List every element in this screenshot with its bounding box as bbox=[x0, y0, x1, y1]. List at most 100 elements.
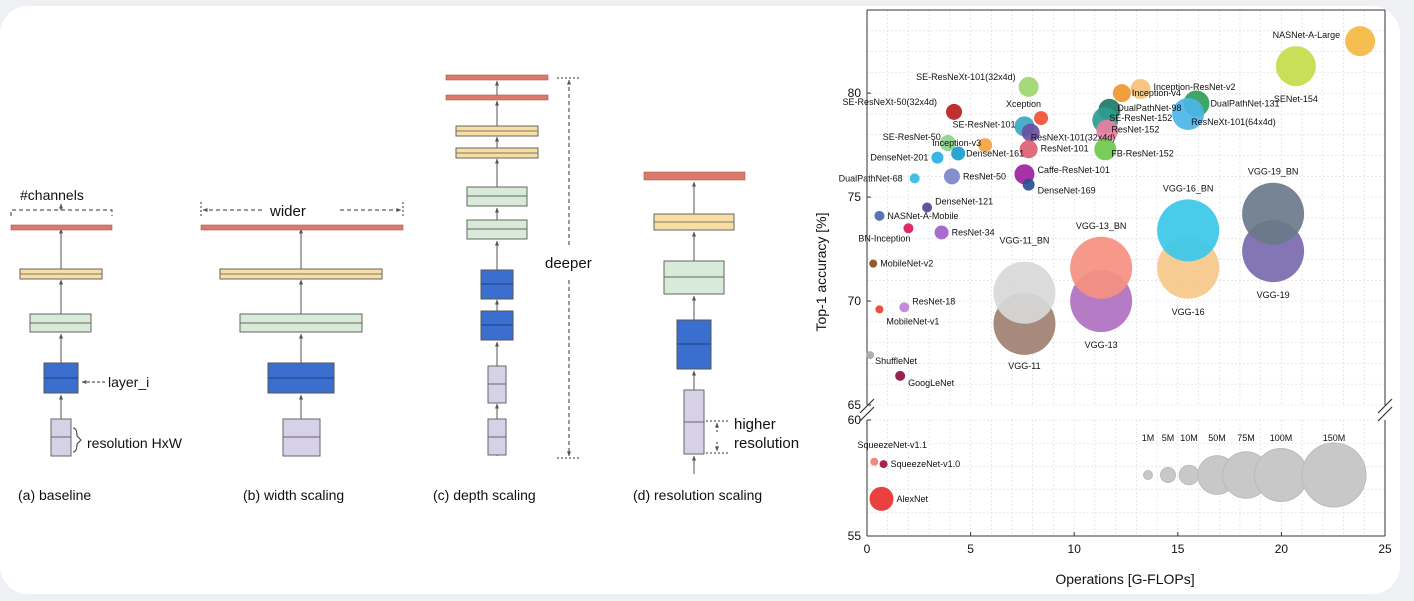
legend-label: 1M bbox=[1142, 433, 1155, 443]
data-label: DualPathNet-131 bbox=[1210, 99, 1279, 109]
data-label: VGG-19 bbox=[1257, 290, 1290, 300]
chart-axes: 0 5 10 15 20 25 65 70 75 80 55 60 bbox=[848, 9, 1393, 556]
data-point bbox=[869, 259, 878, 268]
x-tick-label: 15 bbox=[1171, 542, 1185, 556]
data-point bbox=[875, 305, 884, 314]
higher-resolution-annotation: higher bbox=[734, 416, 776, 433]
data-label: SENet-154 bbox=[1274, 94, 1318, 104]
data-label: MobileNet-v1 bbox=[886, 316, 939, 326]
legend-label: 75M bbox=[1237, 433, 1255, 443]
panel-caption: (d) resolution scaling bbox=[633, 487, 762, 503]
data-label: SE-ResNet-50 bbox=[883, 132, 941, 142]
y-tick-label: 65 bbox=[848, 398, 862, 412]
data-label: SE-ResNet-101 bbox=[952, 119, 1015, 129]
data-point bbox=[1094, 138, 1117, 161]
panel-caption: (c) depth scaling bbox=[433, 487, 536, 503]
head-block bbox=[643, 171, 746, 181]
data-point bbox=[939, 135, 956, 152]
resolution-annotation: resolution HxW bbox=[87, 435, 183, 451]
data-point bbox=[870, 457, 879, 466]
y-axis-label: Top-1 accuracy [%] bbox=[813, 212, 829, 331]
y-tick-label: 80 bbox=[848, 86, 862, 100]
data-point bbox=[1275, 46, 1316, 87]
channels-bracket bbox=[10, 209, 113, 216]
axis-break-mark bbox=[859, 398, 875, 414]
data-labels: NASNet-A-Large SENet-154 SE-ResNeXt-101(32… bbox=[839, 30, 1341, 504]
figure-canvas: #channels layer_i resolution HxW (a) bas… bbox=[10, 9, 1393, 587]
data-label: SE-ResNet-152 bbox=[1109, 113, 1172, 123]
data-label: ResNet-101 bbox=[1041, 143, 1089, 153]
data-label: VGG-13 bbox=[1085, 340, 1118, 350]
data-point bbox=[922, 202, 933, 213]
data-label: DualPathNet-68 bbox=[839, 173, 903, 183]
figure-card: #channels layer_i resolution HxW (a) bas… bbox=[0, 6, 1400, 594]
legend-label: 10M bbox=[1180, 433, 1198, 443]
x-tick-label: 5 bbox=[967, 542, 974, 556]
data-point bbox=[1096, 119, 1119, 142]
data-label: DenseNet-121 bbox=[935, 197, 993, 207]
data-label: VGG-11 bbox=[1008, 361, 1040, 371]
data-label: ResNet-18 bbox=[912, 296, 955, 306]
data-point bbox=[946, 103, 963, 120]
y-tick-label: 60 bbox=[848, 413, 862, 427]
data-point bbox=[951, 146, 966, 161]
data-point bbox=[1172, 97, 1205, 130]
x-tick-label: 25 bbox=[1378, 542, 1392, 556]
legend-bubble bbox=[1143, 470, 1153, 480]
wider-annotation: wider bbox=[269, 203, 306, 220]
data-point bbox=[869, 486, 894, 511]
data-point bbox=[1242, 182, 1305, 245]
panel-caption: (a) baseline bbox=[18, 487, 91, 503]
legend-label: 100M bbox=[1270, 433, 1293, 443]
head-block bbox=[10, 224, 113, 231]
data-point bbox=[993, 261, 1056, 324]
head-block bbox=[200, 224, 404, 231]
legend-label: 150M bbox=[1323, 433, 1346, 443]
data-label: BN-Inception bbox=[858, 233, 910, 243]
data-label: DenseNet-201 bbox=[870, 153, 928, 163]
data-label: GoogLeNet bbox=[908, 378, 955, 388]
y-tick-label: 55 bbox=[848, 529, 862, 543]
channels-annotation: #channels bbox=[20, 187, 84, 203]
data-point bbox=[1130, 79, 1151, 99]
data-label: VGG-11_BN bbox=[1000, 236, 1050, 246]
data-label: VGG-13_BN bbox=[1076, 221, 1127, 231]
panel-c-depth-scaling: deeper (c) depth scaling bbox=[433, 74, 592, 503]
data-point bbox=[1345, 26, 1376, 57]
legend-bubble bbox=[1254, 448, 1308, 502]
data-point bbox=[943, 168, 960, 185]
data-label: Inception-ResNet-v2 bbox=[1154, 82, 1236, 92]
data-label: ResNet-152 bbox=[1111, 125, 1159, 135]
data-label: SE-ResNeXt-101(32x4d) bbox=[916, 72, 1016, 82]
data-point bbox=[1019, 140, 1038, 159]
data-point bbox=[874, 210, 885, 221]
data-point bbox=[931, 151, 944, 164]
data-label: ResNet-50 bbox=[963, 171, 1006, 181]
head-block bbox=[445, 94, 549, 101]
data-label: NASNet-A-Large bbox=[1273, 30, 1341, 40]
axis-break-mark bbox=[859, 406, 875, 422]
data-label: VGG-16_BN bbox=[1163, 183, 1214, 193]
data-label: MobileNet-v2 bbox=[880, 259, 933, 269]
data-point bbox=[1021, 123, 1040, 142]
layer-i-annotation: layer_i bbox=[108, 374, 149, 390]
axis-break-mark bbox=[1377, 398, 1393, 414]
data-label: Inception-v3 bbox=[932, 138, 981, 148]
data-point bbox=[899, 302, 910, 313]
data-point bbox=[903, 223, 914, 234]
data-label: Caffe-ResNet-101 bbox=[1037, 165, 1109, 175]
legend-label: 5M bbox=[1162, 433, 1175, 443]
data-point bbox=[866, 351, 875, 360]
data-point bbox=[895, 370, 906, 381]
head-block bbox=[445, 74, 549, 81]
data-label: Xception bbox=[1006, 99, 1041, 109]
data-point bbox=[934, 225, 949, 240]
data-label: VGG-16 bbox=[1172, 307, 1205, 317]
higher-resolution-annotation: resolution bbox=[734, 435, 799, 452]
x-tick-label: 20 bbox=[1275, 542, 1289, 556]
resolution-brace bbox=[72, 427, 82, 453]
data-label: SE-ResNeXt-50(32x4d) bbox=[842, 97, 937, 107]
data-label: NASNet-A-Mobile bbox=[887, 211, 958, 221]
axis-break-mark bbox=[1377, 406, 1393, 422]
data-label: ShuffleNet bbox=[875, 356, 917, 366]
